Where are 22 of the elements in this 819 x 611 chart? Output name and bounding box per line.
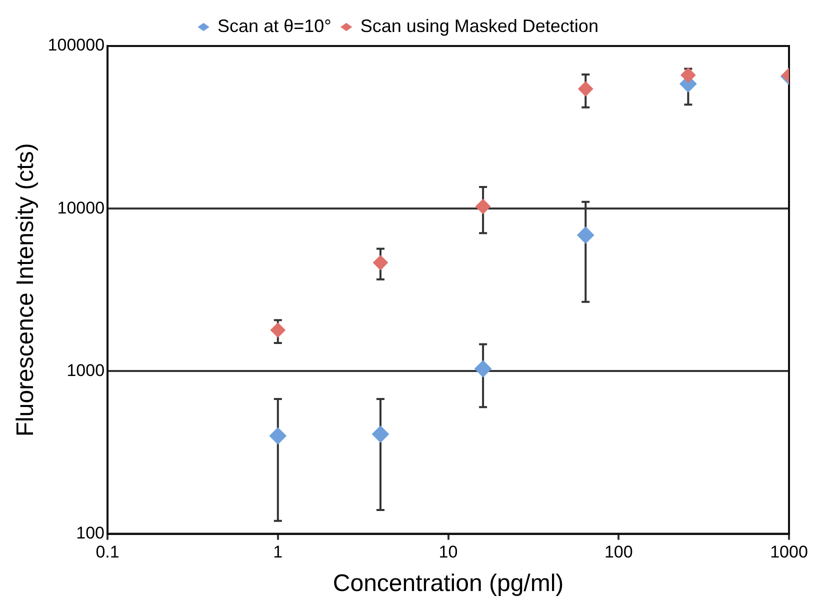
point <box>474 360 492 378</box>
point <box>372 426 389 443</box>
x-tick-label: 10 <box>438 542 458 562</box>
y-axis-title: Fluorescence Intensity (cts) <box>12 143 40 437</box>
point <box>578 81 594 96</box>
point <box>270 322 286 338</box>
y-tick-label: 10000 <box>57 198 105 218</box>
legend-label: Scan using Masked Detection <box>360 16 598 36</box>
point <box>577 226 594 244</box>
y-tick-label: 1000 <box>66 360 105 380</box>
x-tick-label: 100 <box>604 542 633 562</box>
x-tick-label: 0.1 <box>96 542 120 562</box>
x-axis-title: Concentration (pg/ml) <box>332 570 564 598</box>
point <box>372 255 388 270</box>
point <box>680 68 696 83</box>
y-tick-label: 100 <box>76 523 105 542</box>
point <box>269 427 286 444</box>
x-tick-label: 1000 <box>770 542 808 562</box>
point <box>476 199 491 214</box>
legend-label: Scan at θ=10° <box>218 16 332 36</box>
x-tick-label: 1 <box>273 542 283 562</box>
y-tick-label: 100000 <box>48 36 105 55</box>
